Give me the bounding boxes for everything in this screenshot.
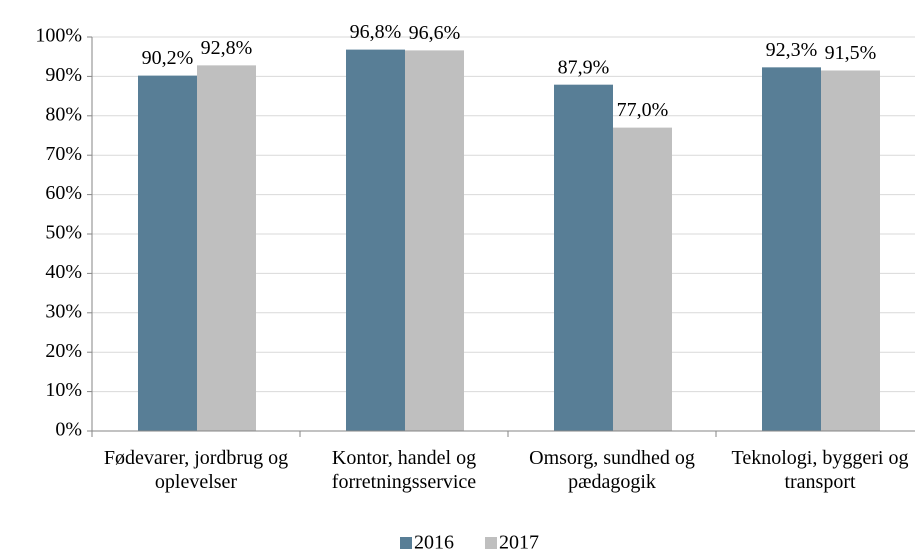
data-label: 92,3% — [766, 39, 818, 61]
bar — [613, 127, 672, 432]
y-tick-label: 60% — [45, 182, 82, 204]
x-tick-label: Fødevarer, jordbrug og oplevelser — [103, 447, 289, 493]
y-tick-label: 30% — [45, 300, 82, 322]
legend-swatch — [400, 537, 412, 549]
y-tick-label: 50% — [45, 222, 82, 244]
data-label: 96,6% — [409, 22, 461, 44]
bar — [346, 49, 405, 431]
bar — [197, 65, 256, 432]
y-tick-label: 0% — [55, 419, 82, 441]
data-label: 91,5% — [825, 42, 877, 64]
bar — [554, 84, 613, 431]
y-tick-label: 70% — [45, 143, 82, 165]
bar — [821, 70, 880, 432]
bar — [762, 67, 821, 431]
y-tick-label: 40% — [45, 261, 82, 283]
x-tick-label: Kontor, handel og forretningsservice — [331, 447, 477, 493]
y-tick-label: 90% — [45, 64, 82, 86]
y-tick-label: 80% — [45, 103, 82, 125]
data-label: 96,8% — [350, 21, 402, 43]
data-label: 92,8% — [201, 37, 253, 59]
y-tick-label: 20% — [45, 340, 82, 362]
y-tick-label: 10% — [45, 379, 82, 401]
y-tick-label: 100% — [35, 25, 82, 47]
x-tick-label: Omsorg, sundhed og pædagogik — [529, 447, 695, 493]
legend-swatch — [485, 537, 497, 549]
x-tick-label: Teknologi, byggeri og transport — [731, 447, 909, 493]
legend-label: 2016 — [414, 532, 454, 554]
bar — [405, 50, 464, 432]
data-label: 90,2% — [142, 47, 194, 69]
legend-label: 2017 — [499, 532, 539, 554]
data-label: 87,9% — [558, 56, 610, 78]
bar — [138, 75, 197, 431]
data-label: 77,0% — [617, 99, 669, 121]
